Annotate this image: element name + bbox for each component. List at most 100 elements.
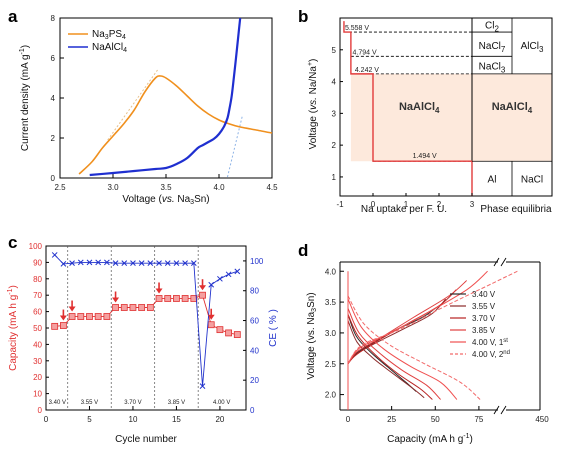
panel-d-ytick-label: 4.0 bbox=[325, 267, 337, 276]
panel-a-xlabel: Voltage (vs. Na3Sn) bbox=[122, 194, 209, 206]
panel-c-ce-point bbox=[95, 259, 102, 266]
panel-c-ce-point bbox=[182, 260, 188, 266]
panel-c-ce-point bbox=[147, 260, 154, 266]
panel-a-ytick-label: 4 bbox=[51, 94, 56, 103]
panel-c-capacity-point bbox=[86, 313, 93, 320]
panel-c-segment-label: 3.40 V bbox=[49, 400, 66, 406]
panel-c-arrow-head bbox=[199, 285, 207, 291]
panel-c-ytick-label: 60 bbox=[33, 308, 42, 317]
panel-a-series-na3ps4 bbox=[78, 75, 273, 175]
panel-d-xtick-label: 0 bbox=[346, 415, 351, 424]
panel-c-xlabel: Cycle number bbox=[115, 434, 177, 445]
panel-d-legend-label: 4.00 V, 2nd bbox=[472, 350, 510, 359]
panel-c-ce-point bbox=[173, 260, 180, 266]
panel-c-xtick-label: 10 bbox=[129, 415, 138, 424]
panel-c-capacity-point bbox=[173, 295, 180, 302]
panel-d-discharge-curve bbox=[347, 295, 481, 400]
panel-b-phase-shade bbox=[472, 73, 552, 162]
panel-d-legend-label: 3.85 V bbox=[472, 326, 496, 335]
panel-d-content: 0 25 50 75 450 2.0 2.5 3.0 3.5 4.0 bbox=[325, 257, 549, 424]
panel-b-ytick-label: 1 bbox=[332, 173, 337, 182]
panel-b-label-1494: 1.494 V bbox=[413, 153, 437, 160]
panel-c-segment-label: 3.70 V bbox=[124, 400, 141, 406]
panel-c-xtick-label: 20 bbox=[215, 415, 224, 424]
panel-b-ytick-label: 4 bbox=[332, 78, 337, 87]
panel-c-ce-line bbox=[54, 254, 238, 387]
panel-c-ce-point bbox=[86, 259, 93, 266]
panel-d-letter: d bbox=[298, 241, 308, 260]
panel-c-capacity-point bbox=[199, 291, 206, 299]
panel-d-discharge-curve bbox=[347, 314, 417, 392]
panel-b-ytick-label: 5 bbox=[332, 46, 337, 55]
panel-d-charge-curve bbox=[347, 270, 488, 365]
panel-c-ytick-label: 70 bbox=[33, 291, 42, 300]
panel-c-ce-point bbox=[51, 252, 58, 258]
panel-b-phase-nacl3: NaCl3 bbox=[479, 62, 506, 75]
panel-a-ylabel: Current density (mA g-1) bbox=[19, 45, 31, 151]
panel-d: d 0 25 50 75 450 2.0 2.5 3.0 3.5 4.0 Capacity (mA… bbox=[298, 241, 549, 445]
panel-c-ytick-label: 10 bbox=[33, 390, 42, 399]
panel-c-capacity-point bbox=[129, 304, 137, 311]
panel-d-charge-curve bbox=[347, 270, 518, 365]
panel-c-content: 3.40 V 3.55 V 3.70 V 3.85 V 4.00 V 0 5 10 15 20 0 1… bbox=[29, 242, 264, 424]
panel-a-series-naalcl4 bbox=[89, 17, 242, 177]
panel-c-capacity-point bbox=[68, 313, 76, 320]
panel-c-capacity-point bbox=[112, 304, 119, 311]
panel-b-xtick-label: 1 bbox=[404, 200, 409, 209]
panel-b-phase-al: Al bbox=[488, 175, 497, 186]
panel-c-segment-label: 3.85 V bbox=[168, 400, 185, 406]
panel-c-y2tick-label: 20 bbox=[250, 376, 259, 385]
panel-b-phase-cl2: Cl2 bbox=[485, 20, 499, 33]
panel-a-lines bbox=[78, 17, 273, 178]
panel-c-y2tick-label: 100 bbox=[250, 257, 264, 266]
panel-c-y2tick-label: 60 bbox=[250, 317, 259, 326]
panel-c-arrow-head bbox=[112, 297, 120, 303]
panel-c-ce-point bbox=[104, 259, 110, 266]
panel-c-ce-point bbox=[164, 260, 171, 266]
panel-c-capacity-point bbox=[181, 295, 189, 302]
panel-c-capacity-point bbox=[207, 321, 215, 329]
panel-c-ytick-label: 0 bbox=[38, 406, 43, 415]
panel-c-y2tick-label: 0 bbox=[250, 406, 255, 415]
panel-b-phase-nacl7: NaCl7 bbox=[479, 41, 506, 54]
panel-a-xtick-label: 3.5 bbox=[160, 183, 172, 192]
panel-a-legend: Na3PS4 NaAlCl4 bbox=[68, 29, 127, 54]
panel-c-arrow-head bbox=[207, 314, 215, 320]
panel-c-ce-point bbox=[138, 260, 145, 266]
panel-c-xtick-label: 0 bbox=[44, 415, 49, 424]
panel-d-discharge-curve bbox=[347, 308, 441, 400]
panel-a-ticks: 2.5 3.0 3.5 4.0 4.5 0 2 4 6 8 bbox=[51, 14, 279, 192]
panel-a-xtick-label: 4.0 bbox=[213, 183, 225, 192]
panel-d-xtick-label-450: 450 bbox=[535, 415, 549, 424]
panel-c-ce-point bbox=[130, 260, 136, 266]
panel-c-y2tick-label: 80 bbox=[250, 287, 259, 296]
panel-c-ce-point bbox=[190, 260, 197, 266]
panel-c-ytick-label: 90 bbox=[33, 258, 42, 267]
panel-c-y2label: CE ( % ) bbox=[268, 309, 279, 347]
legend-naalcl4-label: NaAlCl4 bbox=[92, 42, 127, 54]
panel-c-arrow-head bbox=[59, 315, 67, 321]
panel-b-phase-alcl3: AlCl3 bbox=[521, 41, 544, 54]
panel-c-capacity-point bbox=[233, 331, 241, 338]
panel-c-ce-point bbox=[234, 268, 241, 275]
panel-b-xtick-label: 3 bbox=[470, 200, 475, 209]
panel-c-ce-point bbox=[60, 261, 67, 267]
panel-d-discharge-curve bbox=[347, 314, 433, 400]
panel-c-capacity-point bbox=[120, 304, 128, 311]
panel-b-label-4242: 4.242 V bbox=[355, 67, 379, 74]
panel-b-phase-title: Phase equilibria bbox=[480, 204, 552, 215]
legend-na3ps4-label: Na3PS4 bbox=[92, 29, 126, 41]
panel-c-arrow-head bbox=[68, 306, 76, 312]
panel-b-content: 5.558 V 4.794 V 4.242 V 1.494 V -1 0 1 2 3 1 2 3 4 5 N… bbox=[332, 17, 553, 209]
panel-b-ytick-label: 2 bbox=[332, 141, 337, 150]
panel-b-stability-window bbox=[350, 73, 472, 162]
panel-c-letter: c bbox=[8, 233, 17, 252]
panel-b-ylabel: Voltage (vs. Na/Na+) bbox=[307, 59, 319, 150]
panel-c-ce-point bbox=[69, 260, 75, 266]
panel-b-xtick-label: 0 bbox=[371, 200, 376, 209]
panel-c-ce-point bbox=[208, 281, 215, 288]
panel-c-frame bbox=[45, 245, 247, 411]
panel-a-xtick-label: 3.0 bbox=[107, 183, 119, 192]
panel-b-xlabel: Na uptake per F. U. bbox=[361, 204, 447, 215]
panel-c-ylabel: Capacity (mA h g-1) bbox=[7, 285, 19, 371]
